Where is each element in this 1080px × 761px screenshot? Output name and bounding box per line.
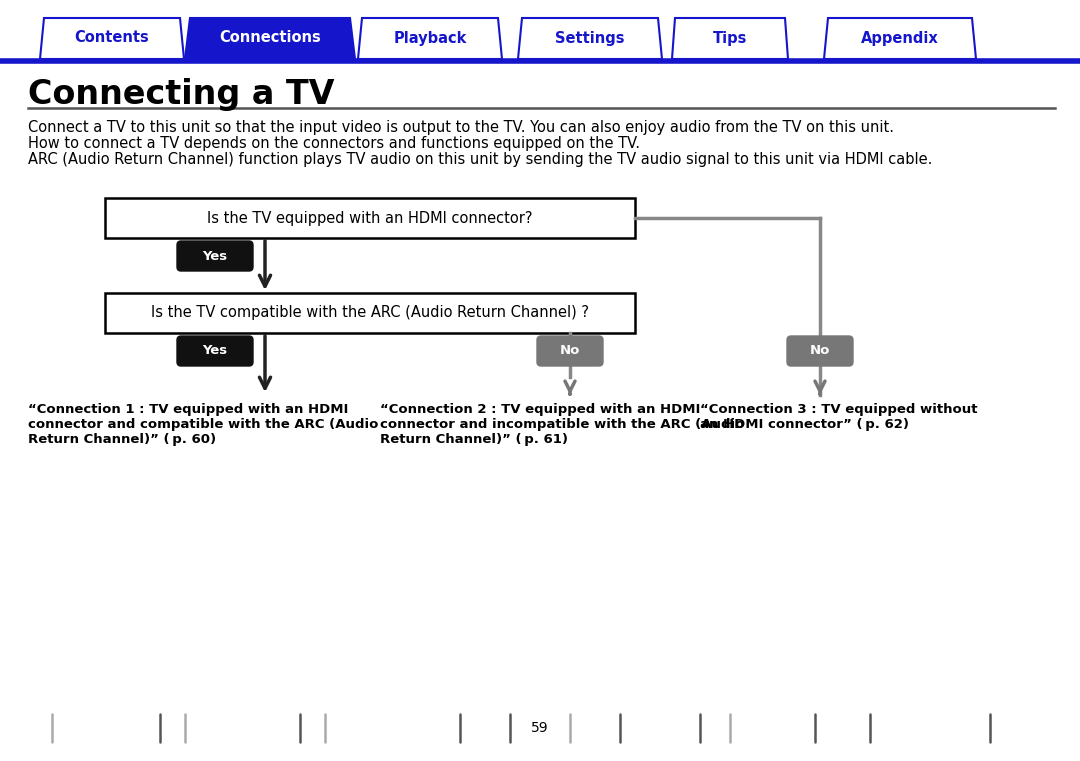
Polygon shape xyxy=(518,18,662,59)
Text: “Connection 3 : TV equipped without: “Connection 3 : TV equipped without xyxy=(700,403,977,416)
Text: “Connection 1 : TV equipped with an HDMI: “Connection 1 : TV equipped with an HDMI xyxy=(28,403,349,416)
FancyBboxPatch shape xyxy=(177,241,253,271)
Polygon shape xyxy=(40,18,184,59)
Text: Is the TV compatible with the ARC (Audio Return Channel) ?: Is the TV compatible with the ARC (Audio… xyxy=(151,305,589,320)
Text: Yes: Yes xyxy=(202,345,228,358)
Text: connector and incompatible with the ARC (Audio: connector and incompatible with the ARC … xyxy=(380,418,744,431)
Text: Yes: Yes xyxy=(202,250,228,263)
FancyBboxPatch shape xyxy=(537,336,603,366)
Text: Playback: Playback xyxy=(393,30,467,46)
Text: Connect a TV to this unit so that the input video is output to the TV. You can a: Connect a TV to this unit so that the in… xyxy=(28,120,894,135)
Text: Settings: Settings xyxy=(555,30,624,46)
Text: How to connect a TV depends on the connectors and functions equipped on the TV.: How to connect a TV depends on the conne… xyxy=(28,136,640,151)
Text: Return Channel)” ( p. 60): Return Channel)” ( p. 60) xyxy=(28,433,216,446)
Text: “Connection 2 : TV equipped with an HDMI: “Connection 2 : TV equipped with an HDMI xyxy=(380,403,700,416)
Text: Tips: Tips xyxy=(713,30,747,46)
Text: Is the TV equipped with an HDMI connector?: Is the TV equipped with an HDMI connecto… xyxy=(207,211,532,225)
Text: Connections: Connections xyxy=(219,30,321,46)
Polygon shape xyxy=(672,18,788,59)
Text: ARC (Audio Return Channel) function plays TV audio on this unit by sending the T: ARC (Audio Return Channel) function play… xyxy=(28,152,932,167)
Text: connector and compatible with the ARC (Audio: connector and compatible with the ARC (A… xyxy=(28,418,378,431)
Text: an HDMI connector” ( p. 62): an HDMI connector” ( p. 62) xyxy=(700,418,909,431)
Text: 59: 59 xyxy=(531,721,549,735)
FancyBboxPatch shape xyxy=(105,198,635,238)
FancyBboxPatch shape xyxy=(105,293,635,333)
Polygon shape xyxy=(185,18,355,59)
Polygon shape xyxy=(357,18,502,59)
Polygon shape xyxy=(824,18,976,59)
FancyBboxPatch shape xyxy=(177,336,253,366)
Text: Connecting a TV: Connecting a TV xyxy=(28,78,335,111)
Text: Contents: Contents xyxy=(75,30,149,46)
Text: No: No xyxy=(559,345,580,358)
FancyBboxPatch shape xyxy=(787,336,853,366)
Text: No: No xyxy=(810,345,831,358)
Text: Appendix: Appendix xyxy=(861,30,939,46)
Text: Return Channel)” ( p. 61): Return Channel)” ( p. 61) xyxy=(380,433,568,446)
